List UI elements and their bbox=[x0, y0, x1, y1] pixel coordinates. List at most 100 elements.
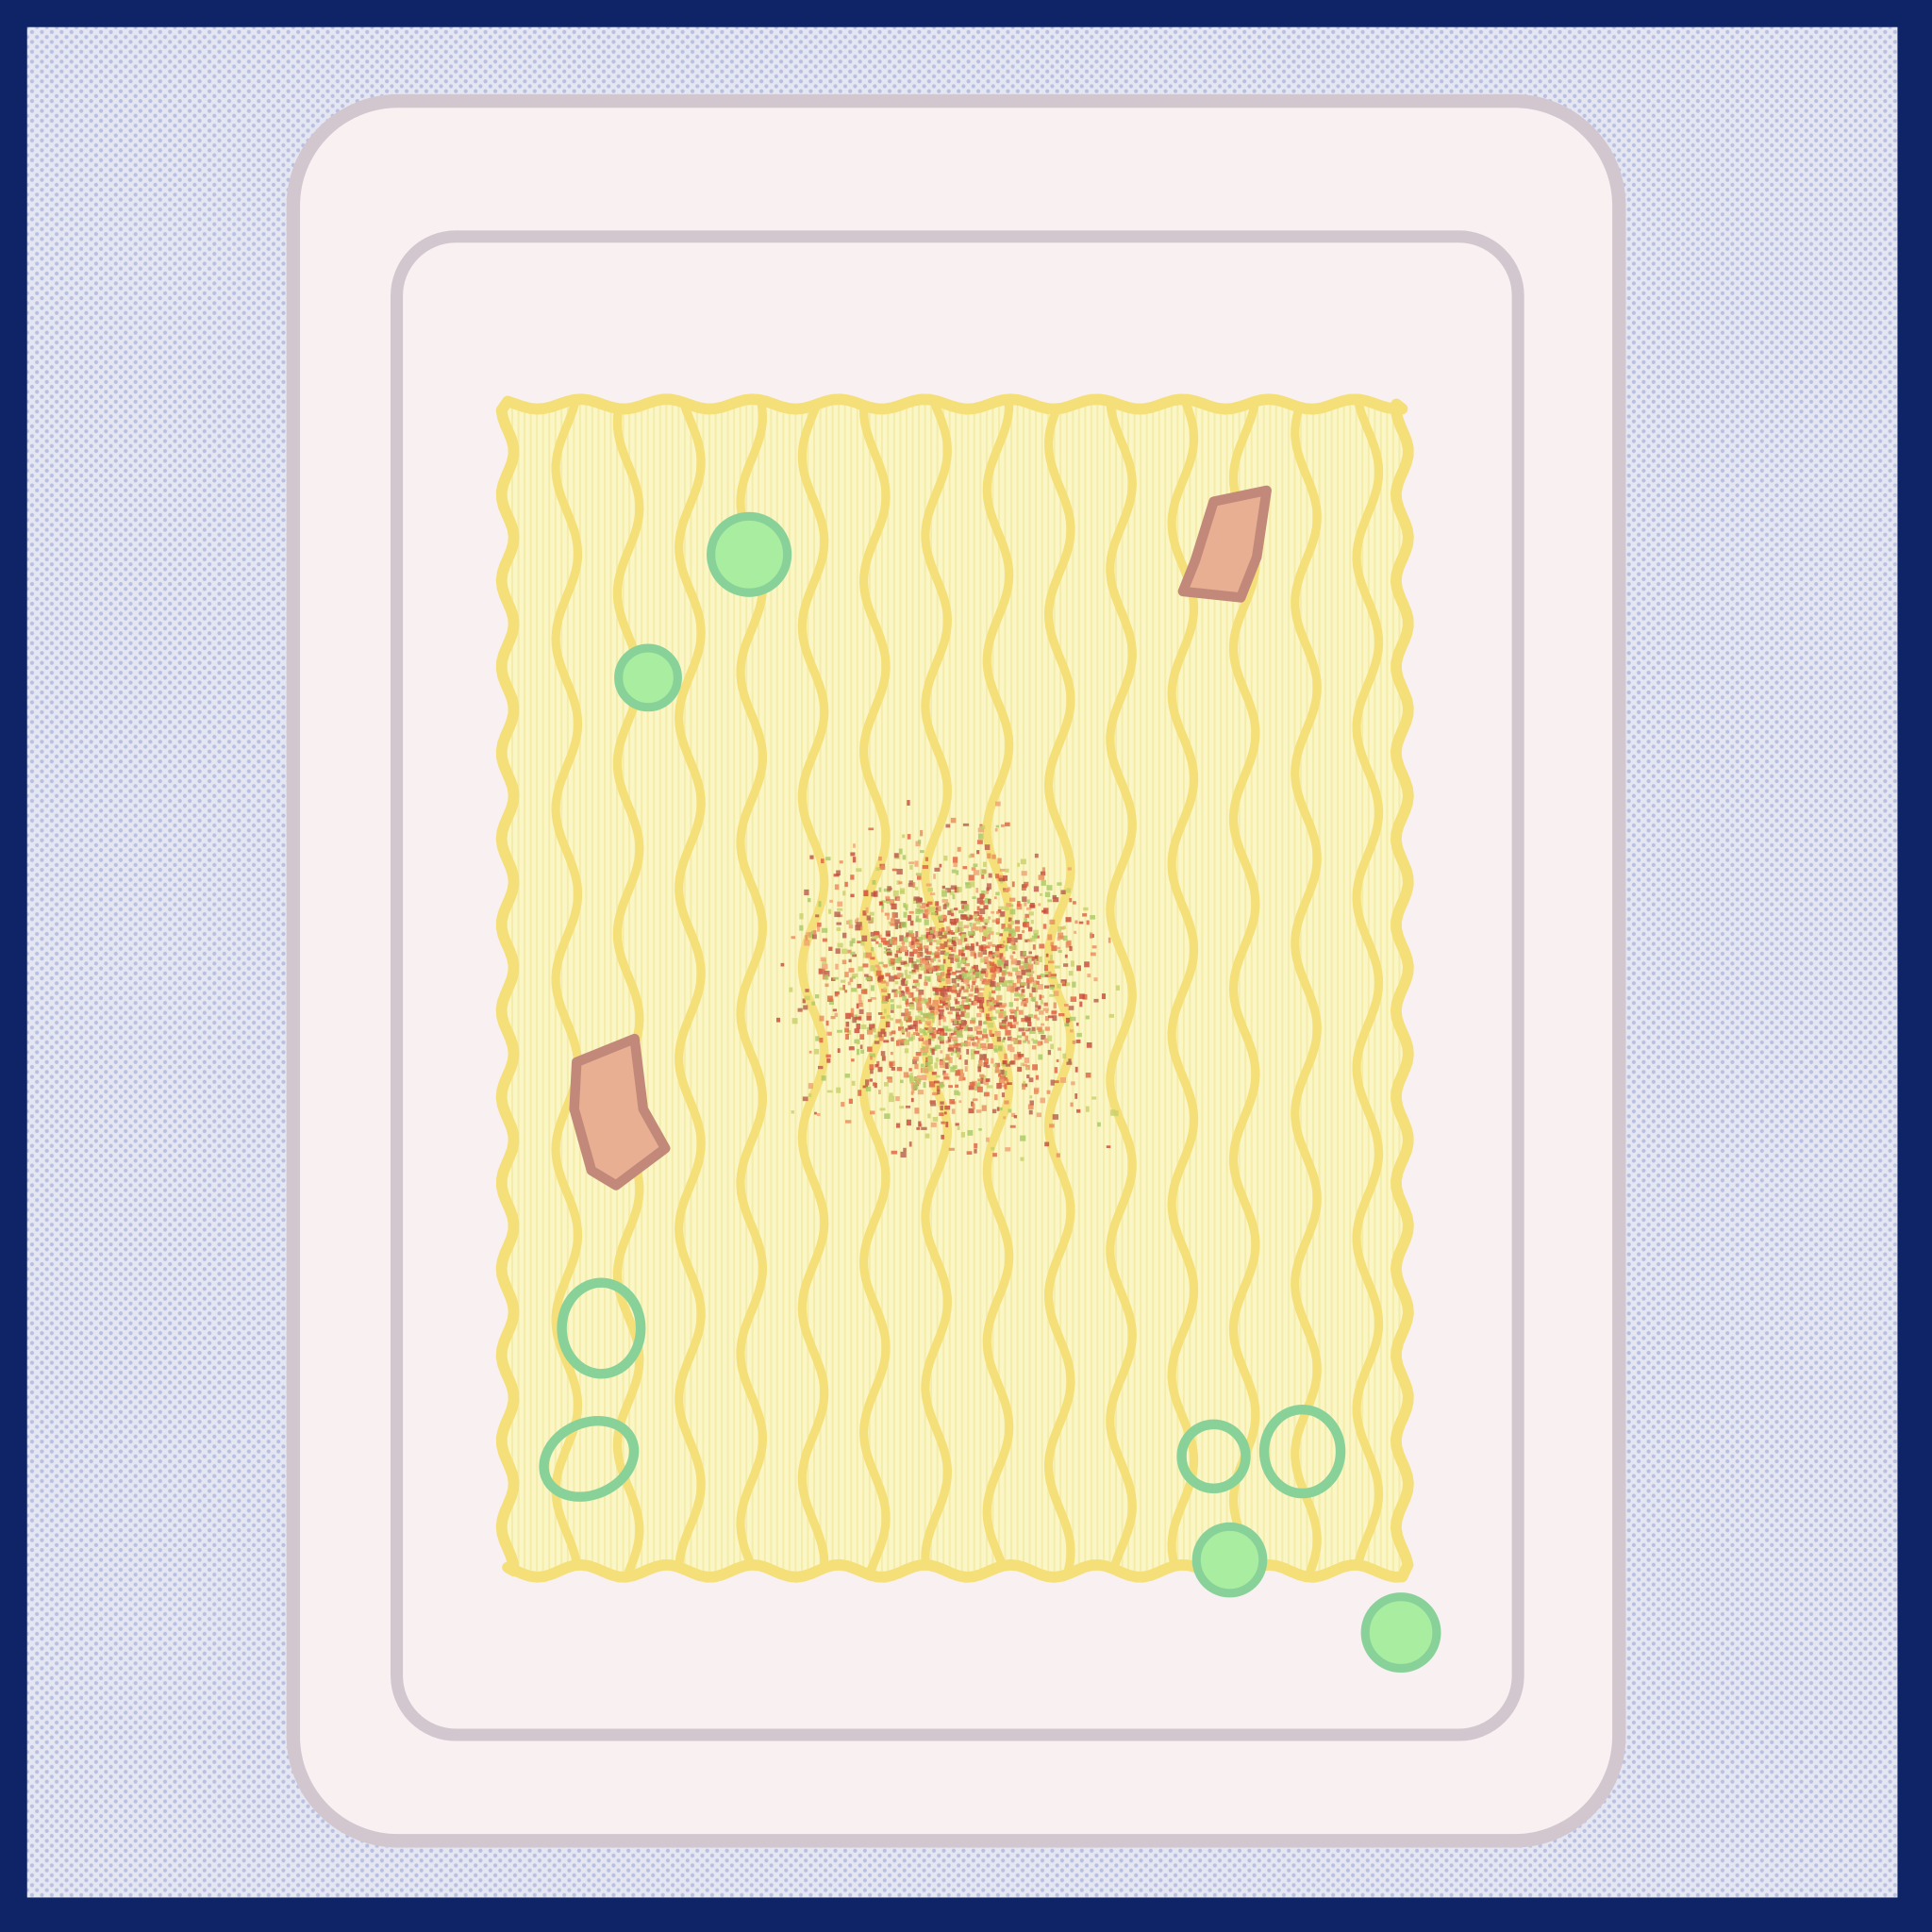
seasoning-speck bbox=[992, 953, 997, 958]
seasoning-speck bbox=[995, 932, 1000, 936]
seasoning-speck bbox=[956, 1011, 959, 1017]
seasoning-speck bbox=[824, 983, 829, 988]
seasoning-speck bbox=[1018, 1027, 1024, 1032]
seasoning-speck bbox=[850, 874, 855, 880]
seasoning-speck bbox=[979, 1074, 985, 1077]
seasoning-speck bbox=[970, 951, 976, 957]
seasoning-speck bbox=[987, 883, 991, 890]
seasoning-speck bbox=[957, 1091, 961, 1096]
seasoning-speck bbox=[932, 1091, 939, 1096]
seasoning-speck bbox=[960, 1020, 967, 1026]
seasoning-speck bbox=[930, 1103, 937, 1107]
seasoning-speck bbox=[967, 931, 974, 936]
seasoning-speck bbox=[1059, 926, 1065, 930]
seasoning-speck bbox=[1029, 1029, 1036, 1034]
pea bbox=[614, 643, 682, 712]
seasoning-speck bbox=[874, 1034, 878, 1039]
seasoning-speck bbox=[845, 1120, 852, 1124]
seasoning-speck bbox=[1017, 862, 1020, 867]
seasoning-speck bbox=[944, 1062, 949, 1069]
seasoning-speck bbox=[1017, 1040, 1022, 1044]
seasoning-speck bbox=[1005, 965, 1009, 970]
seasoning-speck bbox=[932, 1046, 938, 1051]
seasoning-speck bbox=[887, 993, 891, 999]
seasoning-speck bbox=[916, 1006, 923, 1011]
seasoning-speck bbox=[978, 1128, 982, 1131]
seasoning-speck bbox=[1007, 980, 1013, 984]
seasoning-speck bbox=[879, 901, 883, 905]
seasoning-speck bbox=[856, 868, 862, 873]
seasoning-speck bbox=[985, 945, 991, 949]
seasoning-speck bbox=[1010, 941, 1014, 945]
seasoning-speck bbox=[981, 980, 986, 985]
seasoning-speck bbox=[979, 926, 984, 933]
seasoning-speck bbox=[836, 927, 841, 931]
seasoning-speck bbox=[905, 986, 909, 992]
seasoning-speck bbox=[1066, 940, 1072, 946]
seasoning-speck bbox=[962, 823, 970, 826]
seasoning-speck bbox=[1086, 1041, 1092, 1048]
seasoning-speck bbox=[1056, 1058, 1059, 1062]
seasoning-speck bbox=[951, 944, 957, 949]
seasoning-speck bbox=[1079, 993, 1085, 999]
seasoning-speck bbox=[872, 879, 876, 885]
seasoning-speck bbox=[990, 981, 996, 988]
seasoning-speck bbox=[1001, 980, 1008, 987]
seasoning-speck bbox=[885, 995, 889, 1002]
seasoning-speck bbox=[869, 1053, 876, 1058]
seasoning-speck bbox=[967, 1129, 974, 1136]
seasoning-speck bbox=[1019, 965, 1024, 970]
seasoning-speck bbox=[1029, 977, 1035, 982]
seasoning-speck bbox=[1049, 919, 1056, 924]
seasoning-speck bbox=[1048, 1015, 1054, 1019]
seasoning-speck bbox=[887, 1076, 893, 1083]
seasoning-speck bbox=[958, 921, 963, 927]
seasoning-speck bbox=[952, 857, 958, 863]
seasoning-speck bbox=[859, 1044, 863, 1049]
seasoning-speck bbox=[908, 910, 914, 914]
seasoning-speck bbox=[808, 1083, 814, 1090]
seasoning-speck bbox=[899, 935, 904, 941]
seasoning-speck bbox=[1000, 1084, 1006, 1088]
seasoning-speck bbox=[852, 857, 857, 863]
seasoning-speck bbox=[1021, 1017, 1026, 1023]
seasoning-speck bbox=[950, 909, 954, 913]
seasoning-speck bbox=[1003, 1037, 1007, 1041]
seasoning-speck bbox=[944, 952, 950, 957]
seasoning-speck bbox=[809, 855, 814, 859]
seasoning-speck bbox=[1058, 950, 1062, 954]
seasoning-speck bbox=[920, 1012, 924, 1016]
seasoning-speck bbox=[1029, 974, 1033, 981]
seasoning-speck bbox=[864, 974, 869, 977]
seasoning-speck bbox=[900, 960, 904, 964]
seasoning-speck bbox=[1005, 1147, 1011, 1152]
seasoning-speck bbox=[996, 968, 1000, 974]
seasoning-speck bbox=[903, 936, 908, 942]
seasoning-speck bbox=[1023, 921, 1029, 928]
seasoning-speck bbox=[961, 996, 967, 1000]
seasoning-speck bbox=[872, 936, 878, 940]
seasoning-speck bbox=[903, 911, 908, 918]
seasoning-speck bbox=[1054, 1067, 1058, 1074]
seasoning-speck bbox=[995, 874, 1000, 879]
seasoning-speck bbox=[957, 1044, 963, 1048]
seasoning-speck bbox=[1028, 1013, 1034, 1018]
seasoning-speck bbox=[924, 956, 931, 961]
seasoning-speck bbox=[987, 941, 992, 947]
seasoning-speck bbox=[1070, 996, 1076, 1002]
seasoning-speck bbox=[900, 961, 906, 965]
noodle-strand bbox=[612, 399, 644, 1577]
seasoning-speck bbox=[932, 999, 939, 1007]
seasoning-speck bbox=[936, 1029, 941, 1035]
seasoning-speck bbox=[956, 1047, 961, 1054]
seasoning-speck bbox=[944, 1004, 951, 1008]
seasoning-speck bbox=[1053, 1002, 1057, 1008]
seasoning-speck bbox=[925, 883, 932, 887]
seasoning-speck bbox=[932, 987, 938, 991]
seasoning-speck bbox=[1008, 924, 1012, 929]
seasoning-speck bbox=[970, 1020, 975, 1024]
seasoning-speck bbox=[908, 1141, 912, 1147]
seasoning-speck bbox=[981, 893, 986, 898]
seasoning-speck bbox=[962, 866, 968, 870]
seasoning-speck bbox=[958, 932, 962, 936]
